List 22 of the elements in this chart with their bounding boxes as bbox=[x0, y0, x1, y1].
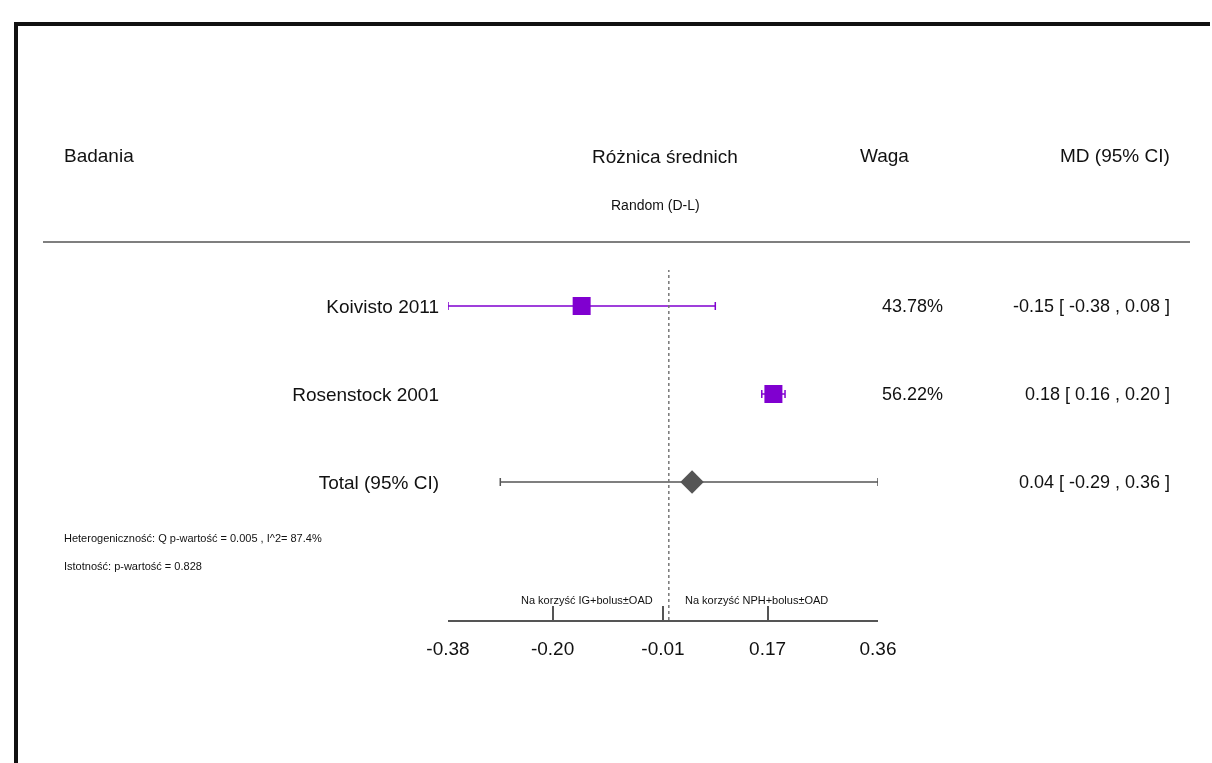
text: 56.22% bbox=[882, 384, 944, 404]
text: Waga bbox=[860, 145, 910, 166]
y-tick-label: Total (95% CI) bbox=[318, 471, 439, 493]
chart-subtitle: Random (D-L) bbox=[611, 197, 700, 213]
data-label: 0.18 [ 0.16 , 0.20 ] bbox=[1025, 384, 1171, 404]
x-tick-label: 0.17 bbox=[749, 637, 787, 659]
annotation: Na korzyść NPH+bolus±OAD bbox=[685, 594, 829, 606]
text: Istotność: p-wartość = 0.828 bbox=[64, 560, 202, 572]
text: Różnica średnich bbox=[592, 146, 738, 167]
text: MD (95% CI) bbox=[1060, 145, 1170, 166]
text: Badania bbox=[64, 145, 135, 166]
x-tick-label: -0.20 bbox=[530, 637, 575, 659]
x-tick-label: 0.36 bbox=[859, 637, 897, 659]
text: 43.78% bbox=[882, 296, 944, 316]
x-tick-label: -0.38 bbox=[426, 637, 470, 659]
y-tick-label: Koivisto 2011 bbox=[326, 295, 439, 317]
data-label: -0.15 [ -0.38 , 0.08 ] bbox=[1013, 296, 1171, 316]
x-tick-label: -0.01 bbox=[641, 637, 685, 659]
text: 0.04 [ -0.29 , 0.36 ] bbox=[1019, 472, 1171, 492]
y-tick-label: Rosenstock 2001 bbox=[292, 383, 439, 405]
text: Heterogeniczność: Q p-wartość = 0.005 , I^2= 87.4% bbox=[64, 532, 322, 544]
annotation: Na korzyść IG+bolus±OAD bbox=[521, 594, 653, 606]
